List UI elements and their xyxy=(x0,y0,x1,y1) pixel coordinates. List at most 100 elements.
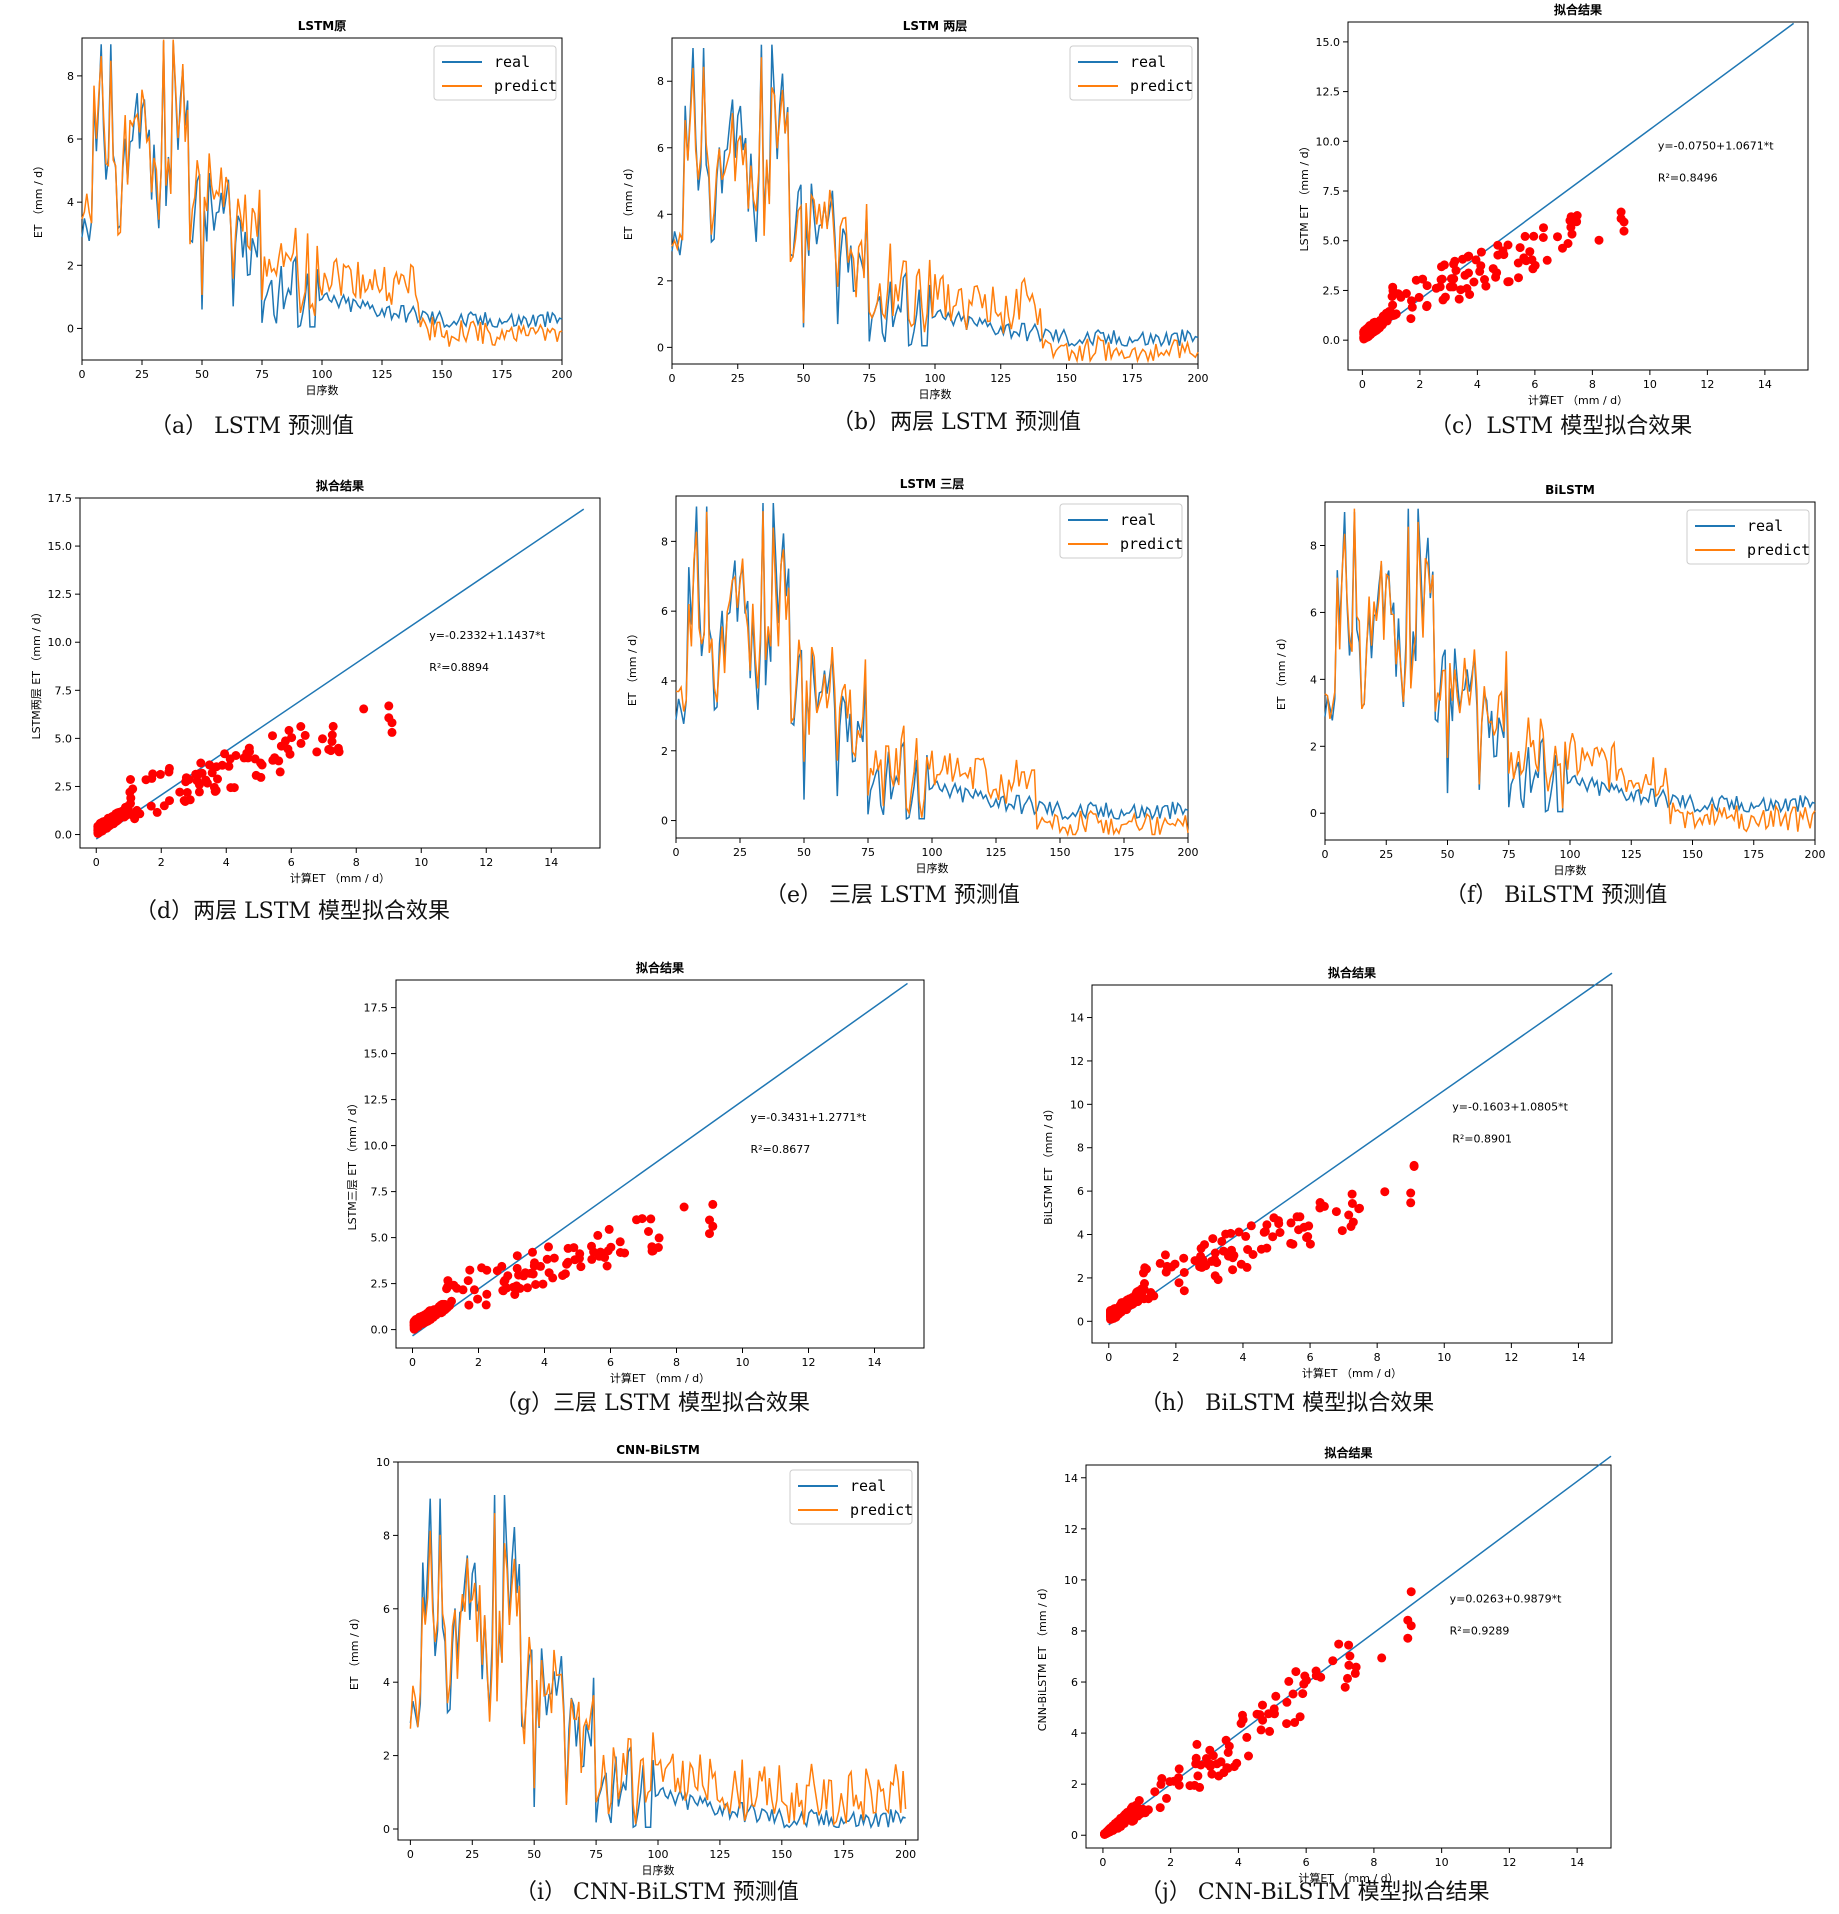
x-tick-label: 14 xyxy=(868,1356,882,1369)
panel-h: 拟合结果 计算ET （mm / d） BiLSTM ET （mm / d） 0 2 4 6 8… xyxy=(1010,945,1650,1416)
x-tick-label: 14 xyxy=(1570,1856,1584,1869)
y-tick-label: 17.5 xyxy=(364,1002,389,1015)
x-tick-label: 14 xyxy=(544,856,558,869)
x-tick-label: 10 xyxy=(1437,1351,1451,1364)
x-tick-label: 150 xyxy=(1050,846,1071,859)
panel-d: 拟合结果 计算ET （mm / d） LSTM两层 ET （mm / d） 0 2 4 6 8… xyxy=(0,465,601,925)
fit-equation: y=-0.3431+1.2771*t xyxy=(751,1111,867,1124)
x-tick-label: 10 xyxy=(1643,378,1657,391)
scatter-point xyxy=(1406,1198,1416,1208)
scatter-point xyxy=(679,1202,689,1212)
x-tick-label: 0 xyxy=(79,368,86,381)
x-tick-label: 2 xyxy=(475,1356,482,1369)
legend-label-predict: predict xyxy=(1120,535,1183,553)
y-axis-label: LSTM两层 ET （mm / d） xyxy=(30,606,43,739)
scatter-point xyxy=(244,743,254,753)
scatter-point xyxy=(1200,1240,1209,1250)
scatter-point xyxy=(1139,1268,1148,1278)
scatter-point xyxy=(465,1265,475,1275)
scatter-point xyxy=(300,730,310,740)
scatter-point xyxy=(1256,1725,1266,1735)
scatter-point xyxy=(1406,1621,1416,1631)
scatter-point xyxy=(1529,231,1539,241)
scatter-point xyxy=(1566,222,1576,232)
scatter-point xyxy=(1513,258,1523,268)
y-tick-label: 10 xyxy=(1070,1098,1084,1111)
fit-r2: R²=0.8496 xyxy=(1658,171,1718,184)
x-tick-label: 2 xyxy=(1172,1351,1179,1364)
y-axis-label: CNN-BiLSTM ET （mm / d） xyxy=(1036,1582,1049,1731)
scatter-point xyxy=(1316,1672,1326,1682)
scatter-point xyxy=(1232,1758,1242,1768)
fit-equation: y=0.0263+0.9879*t xyxy=(1450,1592,1562,1605)
scatter-point xyxy=(519,1271,529,1281)
scatter-point xyxy=(1179,1286,1189,1296)
scatter-point xyxy=(268,731,277,741)
x-tick-label: 6 xyxy=(1303,1856,1310,1869)
scatter-point xyxy=(1528,264,1538,274)
y-tick-label: 14 xyxy=(1064,1472,1078,1485)
scatter-point xyxy=(1407,302,1417,312)
scatter-point xyxy=(243,753,253,763)
scatter-point xyxy=(107,812,117,822)
x-axis-label: 日序数 xyxy=(306,383,339,397)
scatter-point xyxy=(1454,294,1464,304)
scatter-point xyxy=(569,1243,579,1253)
scatter-point xyxy=(196,758,206,768)
scatter-point xyxy=(1460,270,1470,280)
scatter-point xyxy=(1260,1226,1270,1236)
legend-label-real: real xyxy=(850,1477,886,1495)
scatter-point xyxy=(1387,292,1397,301)
caption-a: （a） LSTM 预测值 xyxy=(150,414,354,439)
y-tick-label: 4 xyxy=(67,196,74,209)
series-predict-line xyxy=(671,57,1199,364)
scatter-point xyxy=(1377,1653,1387,1663)
scatter-point xyxy=(563,1257,573,1267)
x-tick-label: 0 xyxy=(1105,1351,1112,1364)
x-tick-label: 12 xyxy=(1502,1856,1516,1869)
x-tick-label: 75 xyxy=(862,372,876,385)
scatter-point xyxy=(477,1263,487,1273)
legend-label-real: real xyxy=(1130,53,1166,71)
scatter-point xyxy=(482,1289,492,1299)
y-tick-label: 15.0 xyxy=(364,1048,389,1061)
y-tick-label: 5.0 xyxy=(55,732,73,745)
scatter-point xyxy=(523,1283,532,1293)
scatter-point xyxy=(1351,1662,1361,1672)
x-tick-label: 100 xyxy=(648,1848,669,1861)
scatter-point xyxy=(1345,1651,1355,1661)
scatter-point xyxy=(152,807,162,817)
x-tick-label: 8 xyxy=(353,856,360,869)
fit-line xyxy=(1102,1455,1612,1836)
legend-label-predict: predict xyxy=(1130,77,1193,95)
scatter-point xyxy=(1226,1228,1236,1238)
y-tick-label: 4 xyxy=(1071,1727,1078,1740)
scatter-point xyxy=(1343,1673,1352,1683)
y-axis-label: ET （mm / d） xyxy=(622,162,635,240)
scatter-point xyxy=(1134,1796,1144,1805)
fit-line xyxy=(1361,22,1795,343)
panel-i: CNN-BiLSTM 日序数 ET （mm / d） 0 25 50 75 100 125 150… xyxy=(300,1430,940,1914)
y-tick-label: 6 xyxy=(1071,1676,1078,1689)
scatter-point xyxy=(544,1242,553,1252)
scatter-point xyxy=(587,1254,597,1264)
x-tick-label: 150 xyxy=(771,1848,792,1861)
x-tick-label: 175 xyxy=(1122,372,1143,385)
scatter-point xyxy=(387,718,397,728)
scatter-point xyxy=(1228,1265,1238,1275)
scatter-point xyxy=(654,1233,664,1243)
scatter-point xyxy=(1493,240,1503,250)
y-tick-label: 6 xyxy=(1077,1185,1084,1198)
caption-b: （b）两层 LSTM 预测值 xyxy=(832,410,1081,435)
scatter-point xyxy=(705,1229,714,1239)
scatter-point xyxy=(1206,1256,1216,1266)
x-tick-label: 0 xyxy=(1359,378,1366,391)
x-tick-label: 4 xyxy=(1239,1351,1246,1364)
plot-frame xyxy=(79,497,601,849)
scatter-point xyxy=(458,1285,468,1295)
scatter-point xyxy=(1282,1719,1292,1729)
scatter-point xyxy=(1242,1732,1252,1742)
